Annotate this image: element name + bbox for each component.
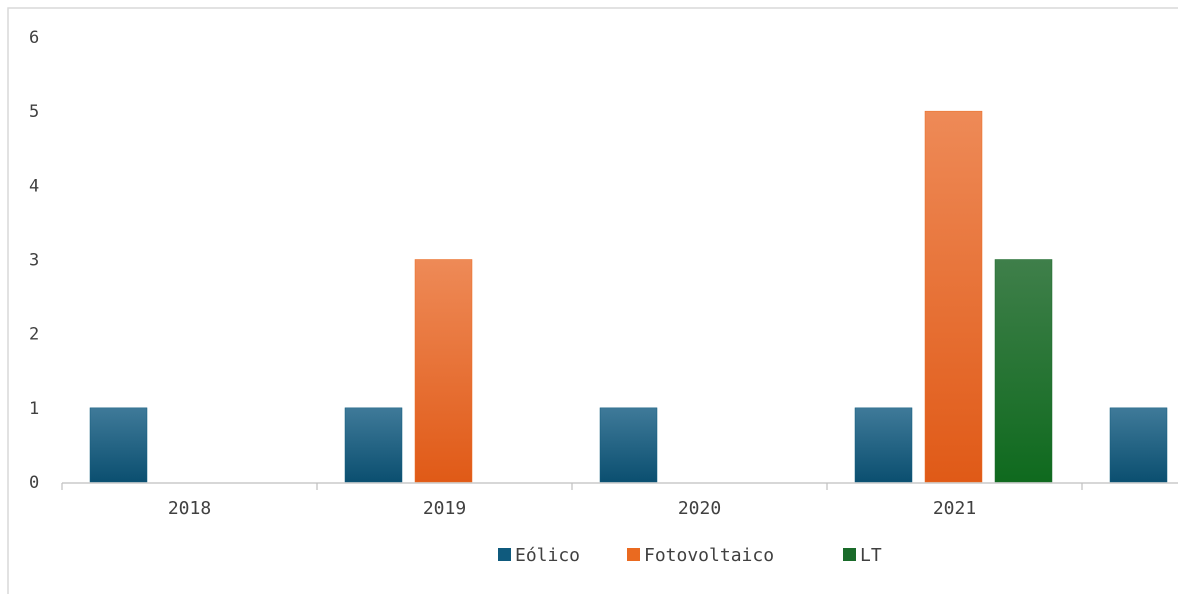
bars-group [89,110,1168,483]
y-tick-label: 3 [29,251,39,271]
chart-frame [7,7,1178,594]
x-tick-label: 2019 [423,498,466,519]
legend-label: LT [860,545,882,566]
y-tick-label: 2 [29,325,39,345]
y-tick-label: 1 [29,399,39,419]
bar-2019-eólico [344,407,403,483]
legend-label: Eólico [515,545,580,566]
bar-next-eólico [1109,407,1168,483]
bar-2018-eólico [89,407,148,483]
bar-2020-eólico [599,407,658,483]
bar-2021-lt [994,259,1053,483]
bar-2021-eólico [854,407,913,483]
x-tick-label: 2020 [678,498,721,519]
y-tick-label: 0 [29,473,39,493]
x-axis: 2018 2019 2020 2021 [61,483,1083,519]
bar-2021-fotovoltaico [924,110,983,483]
x-tick-label: 2018 [168,498,211,519]
y-tick-label: 5 [29,102,39,122]
legend-label: Fotovoltaico [644,545,774,566]
y-tick-label: 6 [29,28,39,48]
y-tick-label: 4 [29,176,39,196]
legend: Eólico Fotovoltaico LT [498,545,882,566]
bar-2019-fotovoltaico [414,259,473,483]
x-tick-label: 2021 [933,498,976,519]
legend-swatch [843,548,856,561]
y-axis: 0 1 2 3 4 5 6 [29,28,39,493]
legend-swatch [498,548,511,561]
legend-swatch [627,548,640,561]
